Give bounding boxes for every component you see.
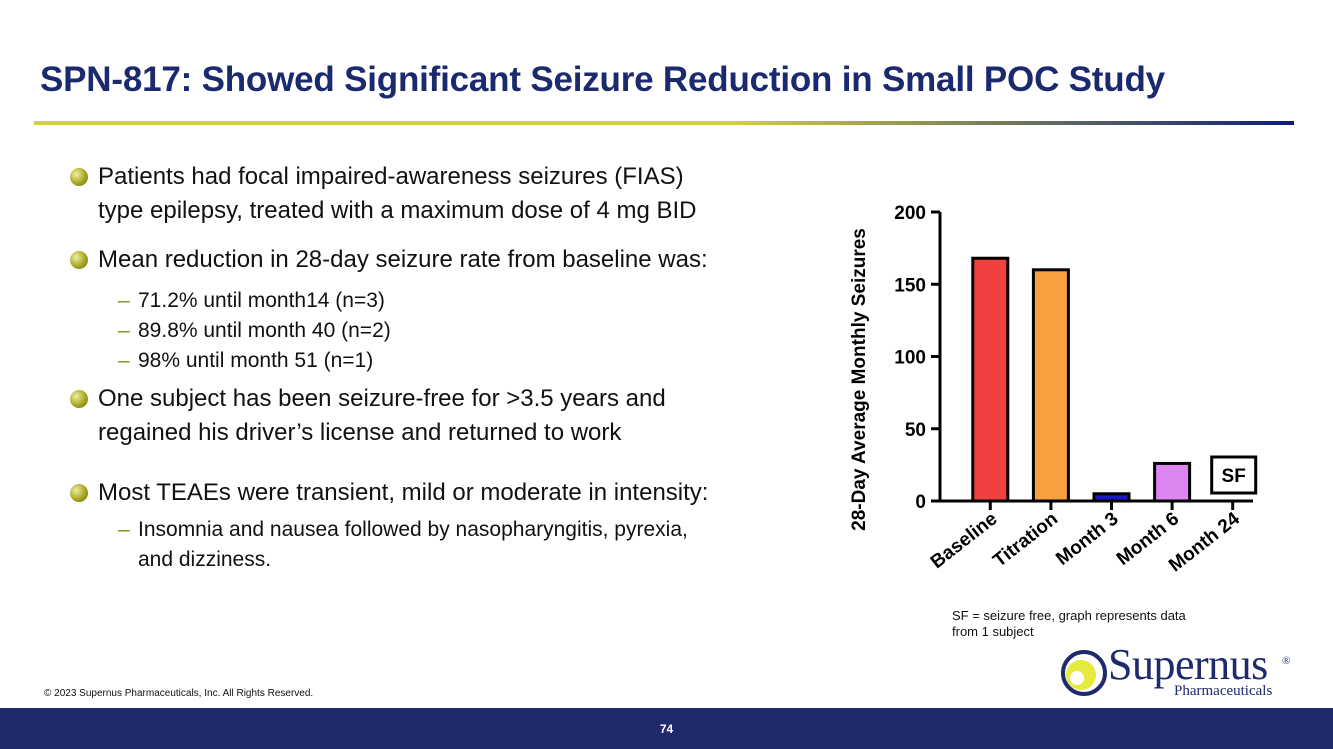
- bullet-text: Patients had focal impaired-awareness se…: [98, 163, 697, 224]
- bullet-dot-icon: [70, 390, 88, 408]
- annotation-label: SF: [1222, 466, 1246, 487]
- logo-mark-icon: [1061, 650, 1107, 696]
- bullet-dot-icon: [70, 168, 88, 186]
- slide-title: SPN-817: Showed Significant Seizure Redu…: [40, 60, 1165, 99]
- bullet-dot-icon: [70, 251, 88, 269]
- x-tick-label: Baseline: [927, 508, 1002, 573]
- annotation-box: [1210, 455, 1258, 495]
- bar-month-6: [1153, 461, 1192, 503]
- logo-wordmark: Supernus: [1108, 640, 1268, 689]
- bar-month-3: [1092, 492, 1131, 503]
- x-tick-label: Titration: [989, 508, 1062, 571]
- y-tick-label: 200: [894, 203, 926, 224]
- sub-bullet-text: 89.8% until month 40 (n=2): [138, 319, 391, 342]
- sub-bullet-dash: –: [118, 289, 130, 312]
- bullet-text: Most TEAEs were transient, mild or moder…: [98, 479, 709, 506]
- supernus-logo: Supernus ® Pharmaceuticals: [1060, 641, 1300, 703]
- copyright-notice: © 2023 Supernus Pharmaceuticals, Inc. Al…: [44, 688, 314, 699]
- y-tick-label: 50: [905, 420, 926, 441]
- sub-bullet-text: 98% until month 51 (n=1): [138, 349, 374, 372]
- bullet-dot-icon: [70, 484, 88, 502]
- seizure-bar-chart: 0 50 100 150 200 28-Day Average Monthly Seizu…: [840, 160, 1320, 600]
- sub-bullet-dash: –: [118, 349, 130, 372]
- chart-svg: 0 50 100 150 200 28-Day Average Monthly Seizu…: [849, 203, 1258, 576]
- bullet-text: One subject has been seizure-free for >3…: [98, 385, 666, 446]
- y-axis-title: 28-Day Average Monthly Seizures: [849, 228, 870, 531]
- x-tick-label: Month 3: [1052, 508, 1122, 569]
- bar-titration: [1031, 268, 1070, 503]
- logo-registered-mark: ®: [1282, 655, 1291, 667]
- bullet-text: Mean reduction in 28-day seizure rate fr…: [98, 246, 708, 273]
- y-tick-label: 150: [894, 275, 926, 296]
- bar-baseline: [971, 256, 1010, 503]
- page-number: 74: [659, 722, 674, 736]
- sub-bullet-dash: –: [118, 319, 130, 342]
- footer-bar: 74: [0, 708, 1333, 749]
- title-underline: [34, 121, 1294, 125]
- y-tick-label: 100: [894, 348, 926, 369]
- sub-bullet-text: Insomnia and nausea followed by nasophar…: [138, 518, 688, 571]
- sub-bullet-text: 71.2% until month14 (n=3): [138, 289, 385, 312]
- logo-subtitle: Pharmaceuticals: [1174, 683, 1273, 699]
- y-tick-label: 0: [915, 492, 926, 513]
- chart-footnote: SF = seizure free, graph represents data…: [952, 608, 1186, 639]
- sub-bullet-dash: –: [118, 518, 130, 541]
